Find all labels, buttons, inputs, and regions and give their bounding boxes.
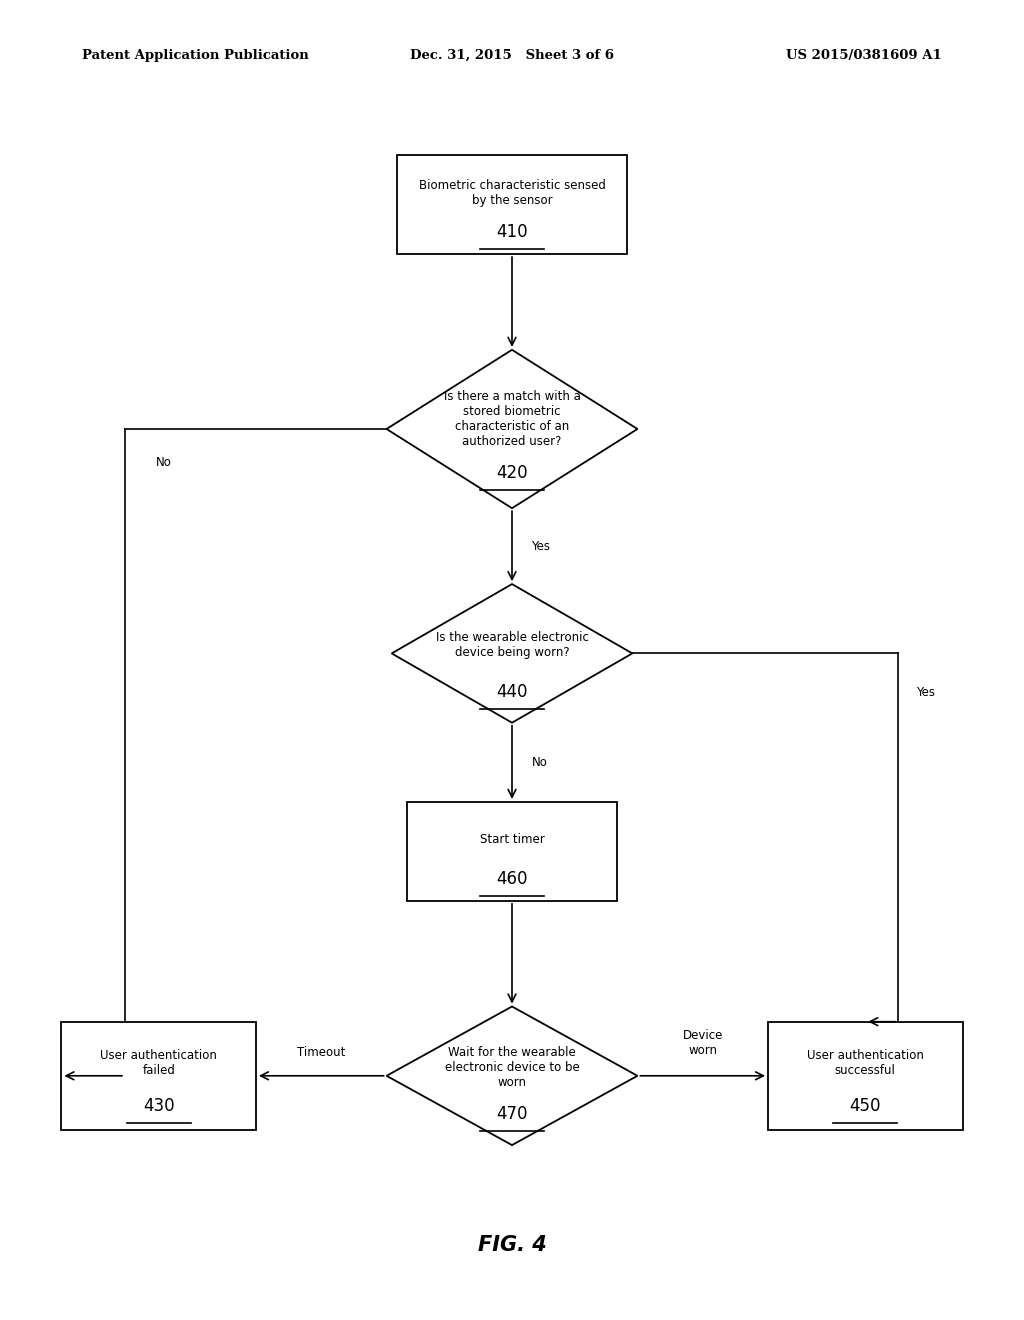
Text: 410: 410 — [497, 223, 527, 242]
Text: 450: 450 — [850, 1097, 881, 1115]
Polygon shape — [391, 583, 632, 722]
Bar — [397, 154, 627, 253]
Text: User authentication
failed: User authentication failed — [100, 1049, 217, 1077]
Text: Yes: Yes — [916, 686, 936, 700]
Text: Is the wearable electronic
device being worn?: Is the wearable electronic device being … — [435, 631, 589, 659]
Text: Biometric characteristic sensed
by the sensor: Biometric characteristic sensed by the s… — [419, 178, 605, 207]
Bar — [61, 1022, 256, 1130]
Text: User authentication
successful: User authentication successful — [807, 1049, 924, 1077]
Text: 430: 430 — [143, 1097, 174, 1115]
Text: Yes: Yes — [531, 540, 550, 553]
Polygon shape — [387, 350, 637, 508]
Text: US 2015/0381609 A1: US 2015/0381609 A1 — [786, 49, 942, 62]
Text: 440: 440 — [497, 682, 527, 701]
Text: 460: 460 — [497, 870, 527, 888]
Text: No: No — [156, 455, 172, 469]
Text: Wait for the wearable
electronic device to be
worn: Wait for the wearable electronic device … — [444, 1045, 580, 1089]
Text: No: No — [531, 756, 548, 768]
Text: FIG. 4: FIG. 4 — [477, 1234, 547, 1255]
Text: 420: 420 — [497, 463, 527, 482]
Text: Dec. 31, 2015   Sheet 3 of 6: Dec. 31, 2015 Sheet 3 of 6 — [410, 49, 614, 62]
Polygon shape — [387, 1006, 637, 1144]
Text: Timeout: Timeout — [297, 1045, 345, 1059]
Bar — [768, 1022, 963, 1130]
Text: Start timer: Start timer — [479, 833, 545, 846]
Text: 470: 470 — [497, 1105, 527, 1123]
Text: Device
worn: Device worn — [683, 1028, 723, 1057]
Text: Patent Application Publication: Patent Application Publication — [82, 49, 308, 62]
Text: Is there a match with a
stored biometric
characteristic of an
authorized user?: Is there a match with a stored biometric… — [443, 391, 581, 449]
Bar — [408, 801, 616, 900]
